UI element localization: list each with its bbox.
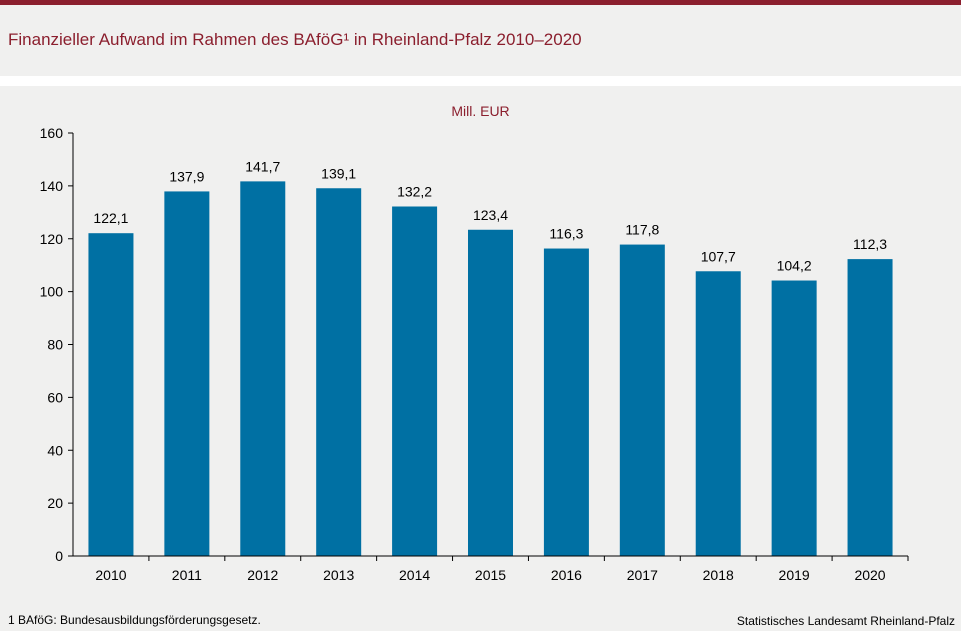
value-label-2010: 122,1: [93, 210, 128, 226]
value-label-2014: 132,2: [397, 183, 432, 199]
bar-2011: [164, 191, 210, 556]
y-tick-label: 140: [40, 178, 64, 194]
x-tick-label-2014: 2014: [399, 567, 430, 583]
value-labels: 122,1 137,9 141,7 139,1 132,2 123,4 116,3 117,8…: [93, 158, 887, 273]
x-tick-label-2016: 2016: [551, 567, 582, 583]
x-tick-label-2018: 2018: [703, 567, 734, 583]
value-label-2019: 104,2: [777, 258, 812, 274]
y-tick-label: 0: [55, 548, 63, 564]
y-tick-label: 40: [47, 442, 63, 458]
source-credit: Statistisches Landesamt Rheinland-Pfalz: [736, 614, 955, 628]
x-tick-label-2019: 2019: [779, 567, 810, 583]
top-rule: [0, 0, 961, 5]
y-tick-label: 120: [40, 231, 64, 247]
chart-title: Finanzieller Aufwand im Rahmen des BAföG…: [8, 30, 582, 49]
y-tick-label: 160: [40, 125, 64, 141]
y-tick-label: 80: [47, 337, 63, 353]
y-tick-label: 60: [47, 389, 63, 405]
x-tick-label-2020: 2020: [854, 567, 885, 583]
bar-2015: [468, 229, 513, 557]
value-label-2013: 139,1: [321, 165, 356, 181]
bars: [88, 181, 893, 557]
x-tick-label-2010: 2010: [95, 567, 126, 583]
bar-2018: [695, 271, 741, 556]
header-separator: [0, 76, 961, 86]
y-tick-label: 100: [40, 284, 64, 300]
bar-2016: [543, 248, 589, 557]
bar-2014: [392, 206, 438, 556]
x-tick-label-2013: 2013: [323, 567, 354, 583]
unit-label: Mill. EUR: [451, 103, 510, 119]
value-label-2015: 123,4: [473, 207, 508, 223]
bar-2012: [240, 181, 286, 556]
y-axis: 0 20 40 60 80 100 120 140 160: [40, 125, 74, 564]
bar-2019: [771, 280, 817, 556]
bar-2010: [88, 233, 134, 556]
y-tick-label: 20: [47, 495, 63, 511]
bar-2017: [619, 244, 665, 556]
value-label-2017: 117,8: [625, 222, 659, 238]
x-tick-label-2015: 2015: [475, 567, 506, 583]
value-label-2012: 141,7: [245, 158, 280, 174]
value-label-2016: 116,3: [549, 226, 583, 242]
x-axis: 2010 2011 2012 2013 2014 2015 2016 2017 2018 2019…: [73, 555, 909, 583]
value-label-2018: 107,7: [701, 248, 736, 264]
value-label-2020: 112,3: [853, 236, 887, 252]
footnote: 1 BAföG: Bundesausbildungsförderungsgese…: [8, 613, 261, 627]
bar-2020: [847, 259, 893, 556]
bar-chart: 0 20 40 60 80 100 120 140 160 122,1 137,9 141,7 139…: [40, 125, 909, 583]
x-tick-label-2017: 2017: [627, 567, 658, 583]
x-tick-label-2011: 2011: [172, 567, 202, 583]
value-label-2011: 137,9: [169, 168, 204, 184]
x-tick-label-2012: 2012: [247, 567, 278, 583]
bar-2013: [316, 188, 362, 556]
